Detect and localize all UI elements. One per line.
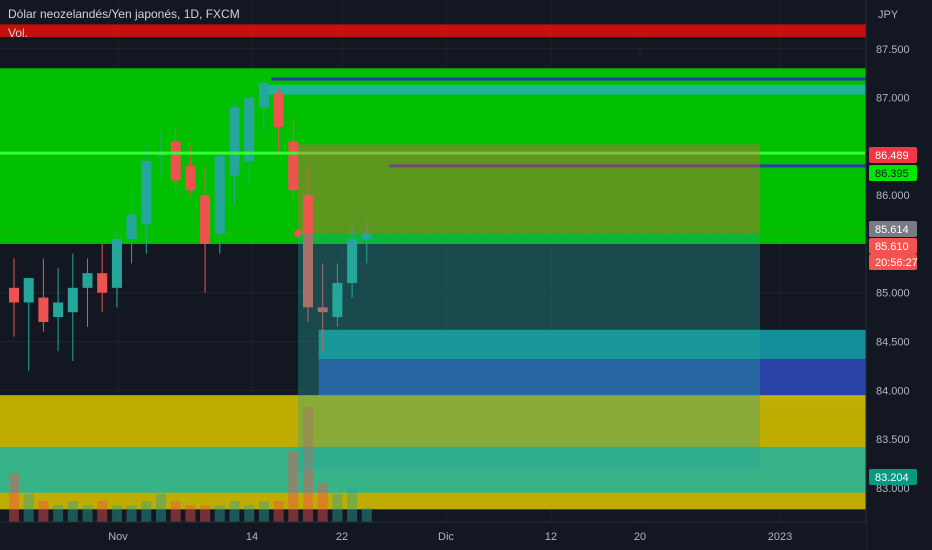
time-tick-label: 2023 — [768, 531, 792, 543]
volume-bar — [126, 505, 137, 522]
time-tick-label: 20 — [634, 531, 646, 543]
volume-bar — [170, 501, 181, 522]
volume-bars — [9, 407, 372, 522]
volume-bar — [347, 487, 358, 522]
volume-bar — [38, 501, 49, 522]
cyan-band — [259, 84, 866, 95]
price-tick-label: 84.500 — [876, 336, 910, 348]
volume-bar — [9, 473, 19, 522]
candle-body — [347, 239, 358, 283]
candle-body — [111, 239, 122, 288]
price-tick-label: 87.500 — [876, 44, 910, 56]
price-tick-label: 83.500 — [876, 434, 910, 446]
price-badge-label: 86.489 — [875, 150, 909, 162]
candle-body — [303, 195, 313, 308]
time-axis[interactable]: Nov 14 22 Dic 12 20 2023 — [0, 521, 866, 550]
time-tick-label: 14 — [246, 531, 258, 543]
candle-body — [332, 282, 343, 318]
candle-body — [9, 287, 19, 303]
volume-bar — [317, 482, 328, 522]
short-position-tool[interactable] — [298, 144, 760, 471]
price-badge — [869, 238, 917, 254]
candle-body — [361, 233, 372, 240]
candle-body — [141, 160, 152, 225]
volume-bar — [303, 407, 313, 522]
price-badges: 86.489 86.395 85.614 85.610 20:56:27 83.204 — [869, 147, 918, 485]
take-profit-zone — [298, 233, 760, 471]
price-badge — [869, 469, 917, 485]
candle-body — [200, 195, 211, 244]
drawing-lines[interactable] — [0, 77, 866, 238]
candle-body — [288, 141, 299, 191]
candle-body — [23, 278, 34, 303]
volume-bar — [67, 501, 78, 522]
price-badge-label: 83.204 — [875, 472, 909, 484]
price-tick-label: 86.000 — [876, 190, 910, 202]
price-tick-label: 85.000 — [876, 288, 910, 300]
cyan-zone — [0, 446, 866, 493]
volume-bar — [141, 501, 152, 522]
candlestick-series[interactable] — [9, 76, 372, 371]
candle-body — [97, 273, 108, 293]
candle-body — [258, 82, 269, 108]
symbol-title[interactable]: Dólar neozelandés/Yen japonés, 1D, FXCM — [8, 7, 240, 21]
price-axis[interactable]: JPY87.50087.00086.00085.00084.50084.0008… — [865, 0, 932, 550]
volume-bar — [200, 505, 211, 522]
volume-indicator-label[interactable]: Vol. — [8, 26, 29, 40]
price-axis-bg — [866, 0, 932, 550]
time-axis-bg — [0, 522, 866, 550]
volume-bar — [214, 505, 225, 522]
candle-body — [185, 165, 196, 191]
price-badge-label: 85.614 — [875, 224, 909, 236]
price-tick-label: 83.000 — [876, 483, 910, 495]
volume-bar — [361, 508, 372, 522]
volume-bar — [258, 501, 269, 522]
candle-body — [38, 297, 49, 322]
candle-body — [126, 214, 137, 240]
price-badge — [869, 165, 917, 181]
price-badge — [869, 147, 917, 163]
volume-bar — [273, 501, 284, 522]
volume-bar — [82, 505, 93, 522]
candle-body — [273, 92, 284, 127]
red-zone — [0, 24, 866, 38]
candle-body — [229, 107, 240, 176]
volume-bar — [185, 505, 196, 522]
price-tick-label: 87.000 — [876, 93, 910, 105]
volume-bar — [111, 505, 122, 522]
candle-body — [170, 141, 181, 181]
last-price-dot — [294, 229, 302, 238]
candle-body — [244, 97, 255, 161]
price-badge — [869, 221, 917, 237]
teal-zone — [318, 329, 866, 360]
time-tick-label: Nov — [108, 531, 128, 543]
time-tick-label: Dic — [438, 531, 454, 543]
time-tick-label: 12 — [545, 531, 557, 543]
candle-body — [317, 307, 328, 313]
price-badge-label: 20:56:27 — [875, 257, 918, 269]
candle-body — [82, 273, 93, 288]
volume-bar — [23, 494, 34, 522]
volume-bar — [229, 501, 240, 522]
volume-bar — [288, 452, 299, 522]
currency-label: JPY — [878, 9, 899, 21]
price-badge-label: 85.610 — [875, 241, 909, 253]
price-badge-label: 86.395 — [875, 168, 909, 180]
candle-body — [214, 156, 225, 235]
price-tick-label: 84.000 — [876, 385, 910, 397]
volume-bar — [53, 505, 64, 522]
volume-bar — [244, 505, 255, 522]
stop-loss-zone — [298, 144, 760, 234]
candle-body — [53, 302, 64, 318]
time-tick-label: 22 — [336, 531, 348, 543]
volume-bar — [332, 494, 343, 522]
volume-bar — [97, 501, 108, 522]
price-badge — [869, 254, 917, 270]
candle-body — [67, 287, 78, 313]
volume-bar — [156, 494, 166, 522]
